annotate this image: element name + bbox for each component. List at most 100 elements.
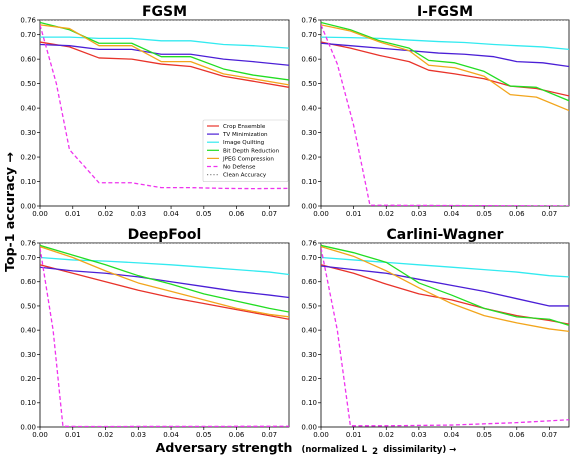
chart-fgsm-y-tick-label: 0.70 bbox=[20, 31, 36, 39]
figure-x-axis-label: Adversary strength (normalized L 2 dissi… bbox=[156, 437, 457, 458]
x-axis-label-note: (normalized L bbox=[302, 445, 368, 455]
chart-i-fgsm-x-tick-label: 0.04 bbox=[444, 210, 460, 218]
legend-label-bit-depth-reduction: Bit Depth Reduction bbox=[223, 148, 280, 154]
chart-i-fgsm: I-FGSM 0.00 0.01 0.02 0.03 0.04 0.05 0.06 0.07 0.… bbox=[301, 4, 570, 218]
chart-deepfool-series-crop-ensemble bbox=[40, 264, 289, 320]
chart-carlini-wagner-x-tick-label: 0.02 bbox=[378, 431, 394, 439]
chart-carlini-wagner-title: Carlini-Wagner bbox=[387, 227, 504, 243]
legend-label-image-quilting: Image Quilting bbox=[223, 140, 265, 146]
chart-deepfool-series-image-quilting bbox=[40, 256, 289, 276]
chart-fgsm-x-tick-label: 0.05 bbox=[196, 210, 212, 218]
chart-i-fgsm-y-tick-label: 0.40 bbox=[301, 105, 317, 113]
chart-i-fgsm-series-jpeg-compression bbox=[321, 24, 569, 112]
chart-i-fgsm-series-tv-minimization bbox=[321, 42, 569, 68]
chart-fgsm-y-tick-label: 0.30 bbox=[20, 129, 36, 137]
chart-i-fgsm-plot-area bbox=[320, 19, 570, 207]
chart-carlini-wagner-y-tick-label: 0.70 bbox=[301, 254, 317, 262]
chart-i-fgsm-y-tick-label: 0.50 bbox=[301, 80, 317, 88]
legend-label-clean-accuracy: Clean Accuracy bbox=[223, 173, 267, 179]
chart-i-fgsm-series-image-quilting bbox=[321, 36, 569, 51]
chart-carlini-wagner-x-tick-label: 0.06 bbox=[509, 431, 525, 439]
chart-i-fgsm-title: I-FGSM bbox=[417, 4, 473, 20]
chart-carlini-wagner-y-tick-label: 0.10 bbox=[301, 399, 317, 407]
chart-deepfool-y-tick-label: 0.00 bbox=[20, 423, 36, 431]
chart-panels: FGSM 0.00 0.01 0.02 0.03 0.04 0.05 0.06 0.07 0.00… bbox=[20, 4, 570, 439]
chart-carlini-wagner: Carlini-Wagner 0.00 0.01 0.02 0.03 0.04 0.05 0.… bbox=[301, 227, 570, 439]
x-axis-label-main: Adversary strength bbox=[156, 440, 293, 455]
chart-fgsm-y-tick-label: 0.50 bbox=[20, 80, 36, 88]
chart-carlini-wagner-y-tick-label: 0.40 bbox=[301, 327, 317, 335]
chart-deepfool-x-tick-label: 0.02 bbox=[98, 431, 114, 439]
figure-y-axis-label: Top-1 accuracy → bbox=[2, 152, 17, 272]
chart-deepfool-x-tick-label: 0.01 bbox=[65, 431, 81, 439]
chart-carlini-wagner-series-no-defense bbox=[321, 247, 569, 427]
chart-fgsm-x-tick-label: 0.00 bbox=[32, 210, 48, 218]
chart-fgsm-y-tick-label: 0.00 bbox=[20, 202, 36, 210]
chart-i-fgsm-y-tick-label: 0.30 bbox=[301, 129, 317, 137]
chart-deepfool-y-tick-label: 0.30 bbox=[20, 351, 36, 359]
chart-deepfool-y-tick-label: 0.10 bbox=[20, 399, 36, 407]
chart-carlini-wagner-y-tick-label: 0.30 bbox=[301, 351, 317, 359]
chart-carlini-wagner-y-tick-label: 0.76 bbox=[301, 239, 317, 247]
chart-i-fgsm-x-tick-label: 0.07 bbox=[542, 210, 558, 218]
chart-fgsm-y-tick-label: 0.10 bbox=[20, 178, 36, 186]
chart-carlini-wagner-x-tick-label: 0.01 bbox=[346, 431, 362, 439]
chart-i-fgsm-x-tick-label: 0.02 bbox=[378, 210, 394, 218]
chart-fgsm-series-tv-minimization bbox=[40, 43, 289, 66]
chart-i-fgsm-x-tick-label: 0.03 bbox=[411, 210, 427, 218]
chart-i-fgsm-y-tick-label: 0.76 bbox=[301, 16, 317, 24]
chart-i-fgsm-y-tick-label: 0.70 bbox=[301, 31, 317, 39]
chart-carlini-wagner-series-group bbox=[321, 243, 569, 427]
chart-carlini-wagner-y-tick-label: 0.20 bbox=[301, 375, 317, 383]
chart-carlini-wagner-series-bit-depth-reduction bbox=[321, 244, 569, 326]
chart-fgsm-y-tick-label: 0.40 bbox=[20, 105, 36, 113]
chart-i-fgsm-series-no-defense bbox=[321, 24, 569, 206]
chart-deepfool-plot-area bbox=[39, 242, 290, 428]
chart-fgsm-series-image-quilting bbox=[40, 36, 289, 49]
chart-i-fgsm-x-tick-label: 0.01 bbox=[346, 210, 362, 218]
chart-deepfool-x-tick-label: 0.03 bbox=[130, 431, 146, 439]
chart-fgsm: FGSM 0.00 0.01 0.02 0.03 0.04 0.05 0.06 0.07 0.00… bbox=[20, 4, 290, 218]
chart-deepfool-x-tick-label: 0.04 bbox=[163, 431, 179, 439]
chart-i-fgsm-x-tick-label: 0.00 bbox=[313, 210, 329, 218]
chart-fgsm-y-tick-label: 0.60 bbox=[20, 56, 36, 64]
chart-deepfool-series-no-defense bbox=[40, 247, 289, 427]
chart-deepfool-y-tick-label: 0.50 bbox=[20, 302, 36, 310]
chart-fgsm-x-tick-label: 0.02 bbox=[98, 210, 114, 218]
chart-fgsm-x-tick-label: 0.06 bbox=[229, 210, 245, 218]
chart-deepfool-x-tick-label: 0.07 bbox=[262, 431, 278, 439]
chart-deepfool-x-tick-label: 0.06 bbox=[229, 431, 245, 439]
chart-fgsm-legend: Crop Ensemble TV Minimization Image Quilti… bbox=[202, 119, 289, 183]
chart-i-fgsm-series-bit-depth-reduction bbox=[321, 21, 569, 102]
chart-deepfool-series-bit-depth-reduction bbox=[40, 244, 289, 313]
chart-carlini-wagner-x-tick-label: 0.07 bbox=[542, 431, 558, 439]
chart-deepfool-x-tick-label: 0.00 bbox=[32, 431, 48, 439]
chart-i-fgsm-x-tick-label: 0.06 bbox=[509, 210, 525, 218]
chart-carlini-wagner-y-tick-label: 0.00 bbox=[301, 423, 317, 431]
chart-fgsm-y-tick-label: 0.76 bbox=[20, 16, 36, 24]
chart-fgsm-x-tick-label: 0.04 bbox=[163, 210, 179, 218]
chart-fgsm-x-tick-label: 0.07 bbox=[262, 210, 278, 218]
chart-i-fgsm-y-tick-label: 0.10 bbox=[301, 178, 317, 186]
chart-carlini-wagner-series-jpeg-compression bbox=[321, 246, 569, 333]
chart-deepfool-y-tick-label: 0.70 bbox=[20, 254, 36, 262]
legend-label-no-defense: No Defense bbox=[223, 165, 256, 171]
chart-fgsm-title: FGSM bbox=[142, 4, 187, 20]
x-axis-label-note-end: dissimilarity) → bbox=[383, 445, 456, 455]
chart-carlini-wagner-y-tick-label: 0.60 bbox=[301, 278, 317, 286]
legend-label-crop-ensemble: Crop Ensemble bbox=[223, 124, 266, 130]
chart-deepfool-series-jpeg-compression bbox=[40, 246, 289, 318]
chart-fgsm-series-no-defense bbox=[40, 24, 289, 190]
chart-deepfool-y-tick-label: 0.40 bbox=[20, 327, 36, 335]
chart-i-fgsm-y-tick-label: 0.60 bbox=[301, 56, 317, 64]
chart-deepfool-series-group bbox=[40, 243, 289, 427]
chart-carlini-wagner-y-tick-label: 0.50 bbox=[301, 302, 317, 310]
chart-fgsm-x-tick-label: 0.01 bbox=[65, 210, 81, 218]
chart-i-fgsm-x-tick-label: 0.05 bbox=[476, 210, 492, 218]
chart-deepfool-series-tv-minimization bbox=[40, 266, 289, 299]
chart-deepfool-y-tick-label: 0.76 bbox=[20, 239, 36, 247]
chart-deepfool-y-tick-label: 0.20 bbox=[20, 375, 36, 383]
chart-carlini-wagner-series-tv-minimization bbox=[321, 265, 569, 307]
chart-deepfool-x-tick-label: 0.05 bbox=[196, 431, 212, 439]
